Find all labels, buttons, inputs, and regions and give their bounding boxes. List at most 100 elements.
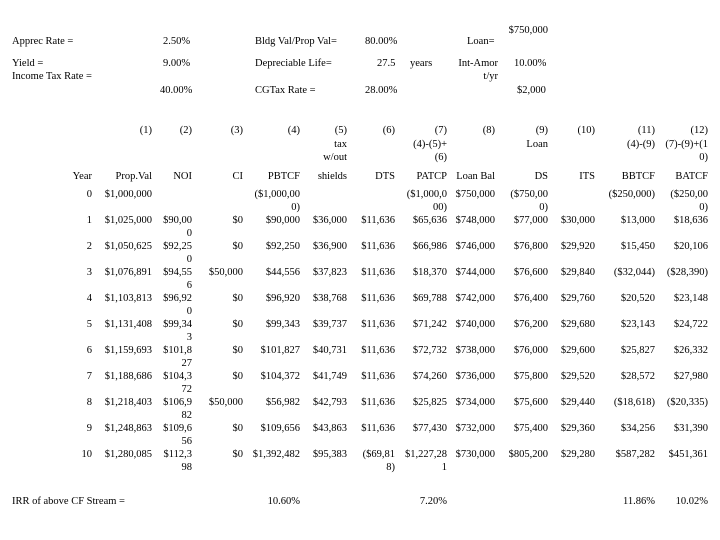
cell: $29,280 — [560, 449, 595, 460]
cell: $34,256 — [620, 423, 655, 434]
cell: $92,250 — [163, 241, 192, 265]
cell: (7) — [434, 125, 447, 136]
cell: $11,636 — [361, 319, 395, 330]
cell: $99,343 — [265, 319, 300, 330]
data-row: 6 $1,159,693 $101,827 $0 $101,827 $40,731 $11,… — [0, 344, 708, 370]
cell: BBTCF — [621, 171, 655, 182]
data-row: 7 $1,188,686 $104,372 $0 $104,372 $41,749 $11,… — [0, 370, 708, 396]
cell: $109,656 — [260, 423, 300, 434]
cell: $38,768 — [312, 293, 347, 304]
cell — [152, 138, 192, 166]
cell: (3) — [230, 125, 243, 136]
footer-row: IRR of above CF Stream = 10.60% 7.20% 11.86… — [0, 495, 708, 508]
cell: $94,556 — [163, 267, 192, 291]
cell — [548, 138, 595, 166]
cell: $30,000 — [560, 215, 595, 226]
cell: CI — [232, 171, 244, 182]
cell: 10 — [81, 449, 93, 460]
cell: $90,000 — [163, 215, 192, 239]
cell: $1,248,863 — [104, 423, 152, 434]
cell: $11,636 — [361, 371, 395, 382]
cell: (4)-(5)+(6) — [413, 139, 447, 163]
cell: $25,827 — [620, 345, 655, 356]
param-value: 9.00% — [163, 58, 191, 69]
irr-row: IRR of above CF Stream = 10.60% 7.20% 11.86… — [0, 495, 708, 508]
cell: $734,000 — [455, 397, 495, 408]
param-value: $750,000 — [508, 25, 548, 36]
cell: $746,000 — [455, 241, 495, 252]
data-row: 0 $1,000,000 ($1,000,000) ($1,000,000) $750,… — [0, 188, 708, 214]
cell: DS — [534, 171, 548, 182]
cell: $0 — [232, 423, 244, 434]
cell: Year — [72, 171, 92, 182]
cell: ($69,818) — [362, 449, 395, 473]
cell: $40,731 — [312, 345, 347, 356]
cell — [0, 124, 92, 138]
cell: $43,863 — [312, 423, 347, 434]
param-value: 27.5 — [377, 58, 396, 69]
cell: (4)-(9) — [627, 139, 655, 150]
param-label: Depreciable Life= — [255, 58, 332, 69]
cell: (10) — [577, 125, 596, 136]
cell: $29,600 — [560, 345, 595, 356]
cell: $36,900 — [312, 241, 347, 252]
header-row: Year Prop.Val NOI CI PBTCF shields DTS PATCP Loa… — [0, 166, 708, 188]
cell: $28,572 — [620, 371, 655, 382]
cell: $109,656 — [163, 423, 192, 447]
cell: $36,000 — [312, 215, 347, 226]
cell: ($750,000) — [510, 189, 548, 213]
cell: $76,600 — [513, 267, 548, 278]
cell: $101,827 — [260, 345, 300, 356]
cell: $74,260 — [412, 371, 447, 382]
param-value: $2,000 — [517, 85, 546, 96]
cell: $1,131,408 — [104, 319, 152, 330]
data-row: 8 $1,218,403 $106,982 $50,000 $56,982 $42,793… — [0, 396, 708, 422]
cell: $1,025,000 — [104, 215, 152, 226]
cell: DTS — [375, 171, 395, 182]
cell: $730,000 — [455, 449, 495, 460]
cell: $77,430 — [412, 423, 447, 434]
cell: ($250,000) — [608, 189, 655, 200]
cell: $66,986 — [412, 241, 447, 252]
cell: 7.20% — [419, 496, 448, 507]
cell: $92,250 — [265, 241, 300, 252]
cell: $37,823 — [312, 267, 347, 278]
cell: $0 — [232, 371, 244, 382]
cell: $742,000 — [455, 293, 495, 304]
cell: $31,390 — [673, 423, 708, 434]
cell: $23,148 — [673, 293, 708, 304]
param-unit: years — [410, 58, 433, 69]
cell — [152, 188, 192, 214]
cell: $0 — [232, 449, 244, 460]
cell: $11,636 — [361, 241, 395, 252]
param-value: 80.00% — [365, 36, 398, 47]
cell: $96,920 — [265, 293, 300, 304]
param-label: Bldg Val/Prop Val= — [255, 36, 337, 47]
cell: ($250,000) — [670, 189, 708, 213]
cell: $104,372 — [163, 371, 192, 395]
cell: $1,188,686 — [104, 371, 152, 382]
cell: $11,636 — [361, 423, 395, 434]
cell: BATCF — [675, 171, 708, 182]
cell: $1,227,281 — [405, 449, 447, 473]
param-value: 2.50% — [163, 36, 191, 47]
cell: $50,000 — [208, 397, 243, 408]
cell — [495, 495, 548, 508]
cell: $75,800 — [513, 371, 548, 382]
cell: $0 — [232, 215, 244, 226]
cell: $29,360 — [560, 423, 595, 434]
cell: $75,600 — [513, 397, 548, 408]
cell: $1,159,693 — [104, 345, 152, 356]
param-label: Int-Amort/yr — [458, 58, 498, 82]
cell — [347, 188, 395, 214]
param-value: 28.00% — [365, 85, 398, 96]
cell: $11,636 — [361, 215, 395, 226]
cell: $90,000 — [265, 215, 300, 226]
cell: $750,000 — [455, 189, 495, 200]
cell: NOI — [173, 171, 192, 182]
cell: $0 — [232, 319, 244, 330]
param-value: 40.00% — [160, 85, 193, 96]
cell: 8 — [86, 397, 92, 408]
cell: ($32,044) — [613, 267, 655, 278]
